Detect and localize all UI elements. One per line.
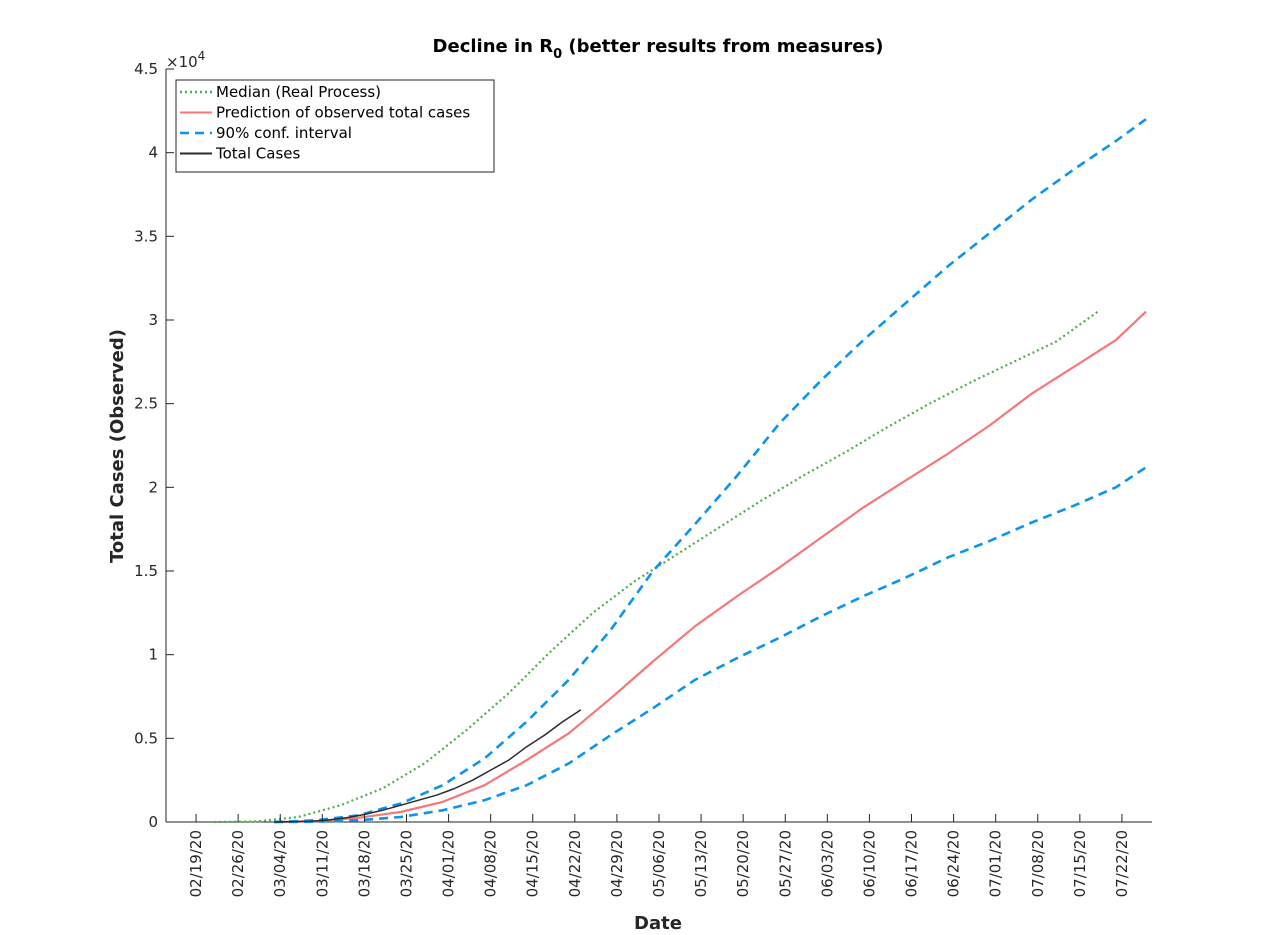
chart-title: Decline in R0 (better results from measu… — [433, 36, 884, 62]
x-tick-label: 03/04/20 — [271, 830, 289, 897]
legend-entry-label: Median (Real Process) — [216, 83, 381, 101]
y-multiplier-label: ×104 — [166, 49, 205, 71]
legend-box — [175, 79, 495, 173]
x-tick-label: 06/10/20 — [860, 830, 878, 897]
y-tick-label: 3 — [148, 311, 158, 329]
x-tick-label: 03/18/20 — [355, 830, 373, 897]
chart-title-suffix: (better results from measures) — [562, 36, 883, 57]
series-layer — [214, 118, 1147, 824]
series-line-5 — [274, 709, 582, 823]
x-tick-label: 04/22/20 — [566, 830, 584, 897]
x-tick-label: 07/22/20 — [1113, 830, 1131, 897]
series-line-3 — [274, 118, 1147, 824]
chart-title-subscript: 0 — [553, 47, 562, 62]
y-tick-label: 0 — [148, 813, 158, 831]
x-tick-label: 02/19/20 — [187, 830, 205, 897]
x-tick-label: 04/01/20 — [440, 830, 458, 897]
x-tick-label: 07/01/20 — [987, 830, 1005, 897]
y-axis-ticks: 0 0.5 1 1.5 2 2.5 3 3.5 4 4.5 — [134, 60, 174, 831]
x-tick-label: 05/06/20 — [650, 830, 668, 897]
y-tick-label: 2 — [148, 478, 158, 496]
y-tick-label: 0.5 — [134, 729, 158, 747]
y-tick-label: 4.5 — [134, 60, 158, 78]
plot-area — [165, 69, 1152, 823]
x-axis-title: Date — [634, 913, 682, 934]
x-tick-label: 07/08/20 — [1029, 830, 1047, 897]
x-tick-label: 06/24/20 — [945, 830, 963, 897]
series-line-2 — [274, 310, 1147, 824]
legend-entry-label: Total Cases — [215, 145, 301, 163]
y-tick-label: 1 — [148, 646, 158, 664]
x-tick-label: 04/08/20 — [482, 830, 500, 897]
y-multiplier-base: ×10 — [166, 53, 198, 71]
series-line-4 — [274, 466, 1147, 824]
x-tick-label: 06/17/20 — [903, 830, 921, 897]
y-tick-label: 3.5 — [134, 227, 158, 245]
y-tick-label: 4 — [148, 144, 158, 162]
legend-entry-label: Prediction of observed total cases — [216, 104, 470, 122]
x-tick-label: 05/20/20 — [734, 830, 752, 897]
x-tick-label: 04/29/20 — [608, 830, 626, 897]
x-axis-ticks: 02/19/20 02/26/20 03/04/20 03/11/20 03/18/20… — [187, 814, 1131, 897]
legend: Median (Real Process) Prediction of obser… — [175, 79, 495, 173]
x-tick-label: 05/13/20 — [692, 830, 710, 897]
x-tick-label: 07/15/20 — [1071, 830, 1089, 897]
chart-title-prefix: Decline in R — [433, 36, 554, 57]
x-tick-label: 04/15/20 — [524, 830, 542, 897]
y-multiplier-exponent: 4 — [198, 49, 206, 63]
x-tick-label: 05/27/20 — [776, 830, 794, 897]
legend-entry-label: 90% conf. interval — [216, 124, 352, 142]
y-axis-title: Total Cases (Observed) — [107, 329, 128, 563]
x-tick-label: 03/11/20 — [313, 830, 331, 897]
x-tick-label: 02/26/20 — [229, 830, 247, 897]
x-tick-label: 03/25/20 — [397, 830, 415, 897]
x-tick-label: 06/03/20 — [818, 830, 836, 897]
y-tick-label: 1.5 — [134, 562, 158, 580]
y-tick-label: 2.5 — [134, 395, 158, 413]
